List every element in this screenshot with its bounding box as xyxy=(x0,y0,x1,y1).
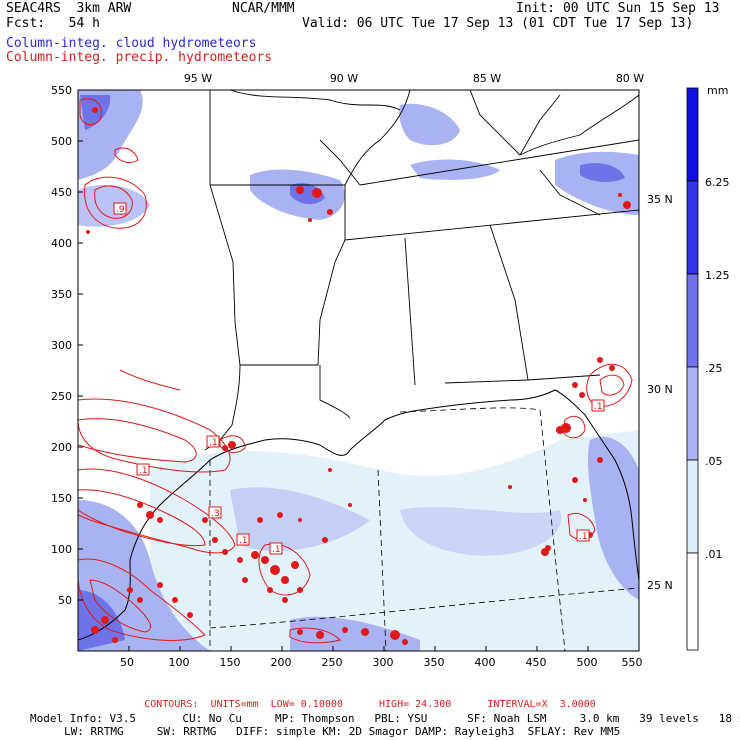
cloud-light-gulf xyxy=(150,430,639,651)
y-tick-label: 150 xyxy=(51,492,72,505)
colorbar-segment xyxy=(686,552,699,651)
x-tick-label: 100 xyxy=(169,656,190,669)
hydrometeor-field xyxy=(78,90,639,651)
colorbar-level: 1.25 xyxy=(705,269,730,282)
cloud-kentucky xyxy=(399,103,460,146)
colorbar-segment xyxy=(686,180,699,275)
forecast-hour: Fcst: 54 h xyxy=(6,16,100,31)
y-tick-label: 50 xyxy=(58,594,72,607)
y-axis xyxy=(78,140,83,601)
x-tick-label: 200 xyxy=(271,656,292,669)
colorbar-unit: mm xyxy=(707,84,728,97)
x-tick-label: 50 xyxy=(120,656,134,669)
longitude-label: 90 W xyxy=(330,72,358,85)
colorbar xyxy=(686,87,699,651)
legend-precip-hydrometeors: Column-integ. precip. hydrometeors xyxy=(6,50,273,65)
colorbar-level: .05 xyxy=(705,455,723,468)
contour-label: .1 xyxy=(139,466,148,476)
latitude-label: 35 N xyxy=(647,193,673,206)
x-tick-label: 350 xyxy=(424,656,445,669)
cloud-carolinas-dark xyxy=(580,163,625,182)
y-tick-label: 300 xyxy=(51,339,72,352)
y-tick-label: 400 xyxy=(51,237,72,250)
y-tick-label: 550 xyxy=(51,84,72,97)
x-tick-label: 500 xyxy=(577,656,598,669)
dashed-boundaries xyxy=(209,407,639,651)
precip-contours xyxy=(78,98,633,644)
contour-info: CONTOURS: UNITS=mm LOW= 0.10000 HIGH= 24… xyxy=(144,699,596,710)
y-tick-label: 250 xyxy=(51,390,72,403)
y-tick-label: 100 xyxy=(51,543,72,556)
y-tick-label: 450 xyxy=(51,186,72,199)
map-frame xyxy=(77,89,640,652)
longitude-label: 80 W xyxy=(616,72,644,85)
colorbar-segment xyxy=(686,87,699,182)
x-tick-label: 300 xyxy=(373,656,394,669)
colorbar-level: 6.25 xyxy=(705,176,730,189)
latitude-label: 30 N xyxy=(647,383,673,396)
model-info-line1: Model Info: V3.5 CU: No Cu MP: Thompson … xyxy=(30,712,740,725)
cloud-florida xyxy=(587,436,639,600)
cloud-carolinas xyxy=(555,151,639,215)
coastline xyxy=(78,389,639,641)
model-info-line2: LW: RRTMG SW: RRTMG DIFF: simple KM: 2D … xyxy=(64,725,621,738)
latitude-label: 25 N xyxy=(647,579,673,592)
legend-cloud-hydrometeors: Column-integ. cloud hydrometeors xyxy=(6,36,257,51)
contour-label: .3 xyxy=(211,509,220,519)
model-title: SEAC4RS 3km ARW xyxy=(6,1,132,16)
precip-cells xyxy=(86,107,631,645)
contour-label: .1 xyxy=(272,545,281,555)
longitude-label: 95 W xyxy=(184,72,212,85)
y-tick-label: 500 xyxy=(51,135,72,148)
x-tick-label: 150 xyxy=(220,656,241,669)
x-tick-label: 450 xyxy=(526,656,547,669)
colorbar-segment xyxy=(686,273,699,368)
colorbar-level: .01 xyxy=(705,548,723,561)
x-tick-label: 550 xyxy=(622,656,643,669)
contour-label-boxes xyxy=(113,202,605,555)
state-boundaries xyxy=(204,90,639,451)
colorbar-level: .25 xyxy=(705,362,723,375)
x-tick-label: 250 xyxy=(322,656,343,669)
contour-label: .1 xyxy=(579,532,588,542)
valid-time: Valid: 06 UTC Tue 17 Sep 13 (01 CDT Tue … xyxy=(302,16,694,31)
contour-label: .9 xyxy=(116,205,125,215)
y-tick-label: 350 xyxy=(51,288,72,301)
y-tick-label: 200 xyxy=(51,441,72,454)
x-tick-label: 400 xyxy=(475,656,496,669)
init-time: Init: 00 UTC Sun 15 Sep 13 xyxy=(516,1,720,16)
colorbar-segment xyxy=(686,459,699,554)
cloud-mid-gulf-east xyxy=(400,507,562,556)
contour-label: .1 xyxy=(594,402,603,412)
colorbar-segment xyxy=(686,366,699,461)
x-axis xyxy=(128,646,589,651)
institution-label: NCAR/MMM xyxy=(232,1,295,16)
contour-label: .1 xyxy=(239,536,248,546)
contour-label: .1 xyxy=(209,438,218,448)
longitude-label: 85 W xyxy=(473,72,501,85)
